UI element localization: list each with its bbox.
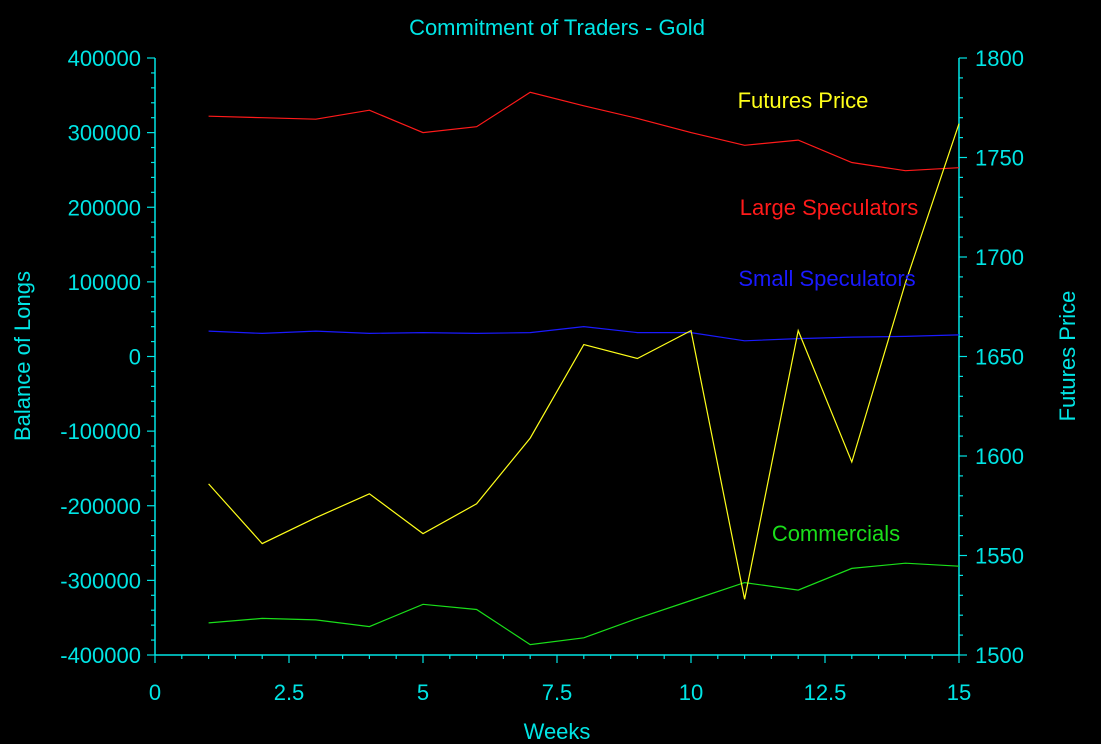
series-line-commercials — [208, 562, 960, 646]
legend-large-speculators: Large Speculators — [740, 195, 919, 220]
y-axis-left-label: Balance of Longs — [10, 271, 35, 441]
series-line-small-speculators — [208, 325, 960, 342]
left-tick-label: 100000 — [68, 270, 141, 295]
right-tick-label: 1600 — [975, 444, 1024, 469]
right-ticks: 1800 1750 1700 1650 1600 1550 1500 — [959, 46, 1024, 668]
right-tick-label: 1550 — [975, 544, 1024, 569]
right-tick-label: 1500 — [975, 643, 1024, 668]
left-tick-label: -400000 — [60, 643, 141, 668]
x-tick-label: 7.5 — [542, 680, 573, 705]
left-tick-label: 400000 — [68, 46, 141, 71]
right-tick-label: 1800 — [975, 46, 1024, 71]
x-tick-label: 2.5 — [274, 680, 305, 705]
x-ticks: 0 2.5 5 7.5 10 12.5 15 — [149, 655, 971, 705]
x-tick-label: 10 — [679, 680, 703, 705]
x-axis-label: Weeks — [524, 719, 591, 744]
series-layer — [208, 91, 960, 646]
left-tick-label: -300000 — [60, 568, 141, 593]
series-line-futures-price — [208, 123, 960, 600]
x-tick-label: 12.5 — [804, 680, 847, 705]
right-tick-label: 1650 — [975, 345, 1024, 370]
chart-title: Commitment of Traders - Gold — [409, 15, 705, 40]
left-tick-label: -100000 — [60, 419, 141, 444]
x-tick-label: 0 — [149, 680, 161, 705]
right-tick-label: 1750 — [975, 146, 1024, 171]
series-line-large-speculators — [208, 91, 960, 172]
left-tick-label: 300000 — [68, 121, 141, 146]
left-tick-label: 0 — [129, 345, 141, 370]
x-tick-label: 5 — [417, 680, 429, 705]
right-tick-label: 1700 — [975, 245, 1024, 270]
x-tick-label: 15 — [947, 680, 971, 705]
legend-commercials: Commercials — [772, 521, 900, 546]
legend-futures-price: Futures Price — [738, 88, 869, 113]
y-axis-right-label: Futures Price — [1055, 291, 1080, 422]
left-tick-label: -200000 — [60, 494, 141, 519]
left-tick-label: 200000 — [68, 195, 141, 220]
left-ticks: 400000 300000 200000 100000 0 -100000 -200000 -… — [60, 46, 155, 668]
legend-small-speculators: Small Speculators — [738, 266, 915, 291]
